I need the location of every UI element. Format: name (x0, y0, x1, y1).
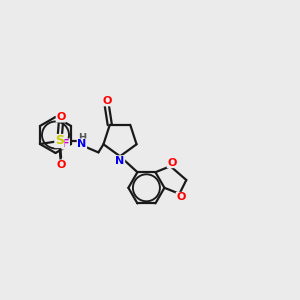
Text: O: O (56, 160, 66, 170)
Text: N: N (116, 156, 124, 166)
Text: S: S (55, 134, 64, 148)
Text: O: O (56, 112, 66, 122)
Text: O: O (167, 158, 177, 168)
Text: N: N (77, 139, 86, 149)
Text: H: H (78, 133, 86, 143)
Text: O: O (176, 192, 186, 203)
Text: O: O (102, 96, 112, 106)
Text: F: F (62, 139, 69, 149)
